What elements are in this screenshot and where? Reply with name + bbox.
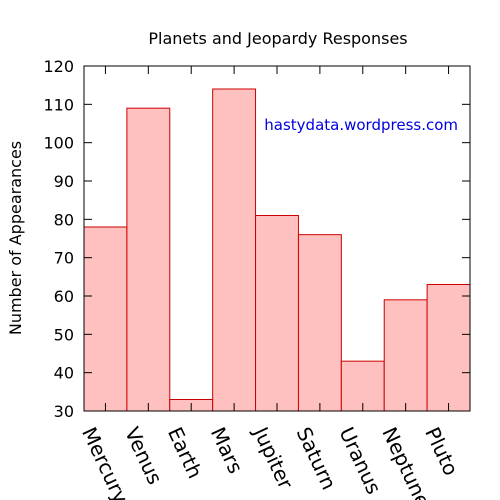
- x-tick-label-jupiter: Jupiter: [248, 422, 298, 494]
- y-ticks-group: 30 40 50 60 70 80 90 100 110 120: [43, 57, 470, 421]
- y-tick-label: 80: [54, 210, 74, 229]
- chart-title: Planets and Jeopardy Responses: [148, 29, 407, 48]
- bar-venus: [126, 107, 171, 412]
- x-tick-label-venus: Venus: [120, 423, 167, 488]
- bars-group: [83, 88, 471, 412]
- y-axis-label: Number of Appearances: [6, 141, 25, 335]
- y-tick-label: 120: [43, 57, 74, 76]
- y-tick-label: 100: [43, 134, 74, 153]
- x-tick-label-earth: Earth: [163, 423, 207, 482]
- y-tick-label: 30: [54, 402, 74, 421]
- y-tick-label: 50: [54, 325, 74, 344]
- bar-saturn: [297, 234, 342, 412]
- bar-mars: [212, 88, 257, 412]
- bar-mercury: [83, 226, 128, 412]
- y-tick-label: 110: [43, 95, 74, 114]
- bar-pluto: [426, 284, 471, 412]
- chart-annotation: hastydata.wordpress.com: [264, 116, 458, 134]
- y-tick-label: 60: [54, 287, 74, 306]
- x-tick-label-mars: Mars: [206, 423, 248, 477]
- x-tick-label-pluto: Pluto: [420, 423, 463, 479]
- y-tick-label: 40: [54, 364, 74, 383]
- plot-frame: [83, 65, 471, 412]
- y-tick-label: 90: [54, 172, 74, 191]
- bar-neptune: [383, 299, 428, 412]
- x-tick-label-saturn: Saturn: [292, 423, 342, 493]
- bar-jupiter: [255, 215, 299, 412]
- y-tick-label: 70: [54, 249, 74, 268]
